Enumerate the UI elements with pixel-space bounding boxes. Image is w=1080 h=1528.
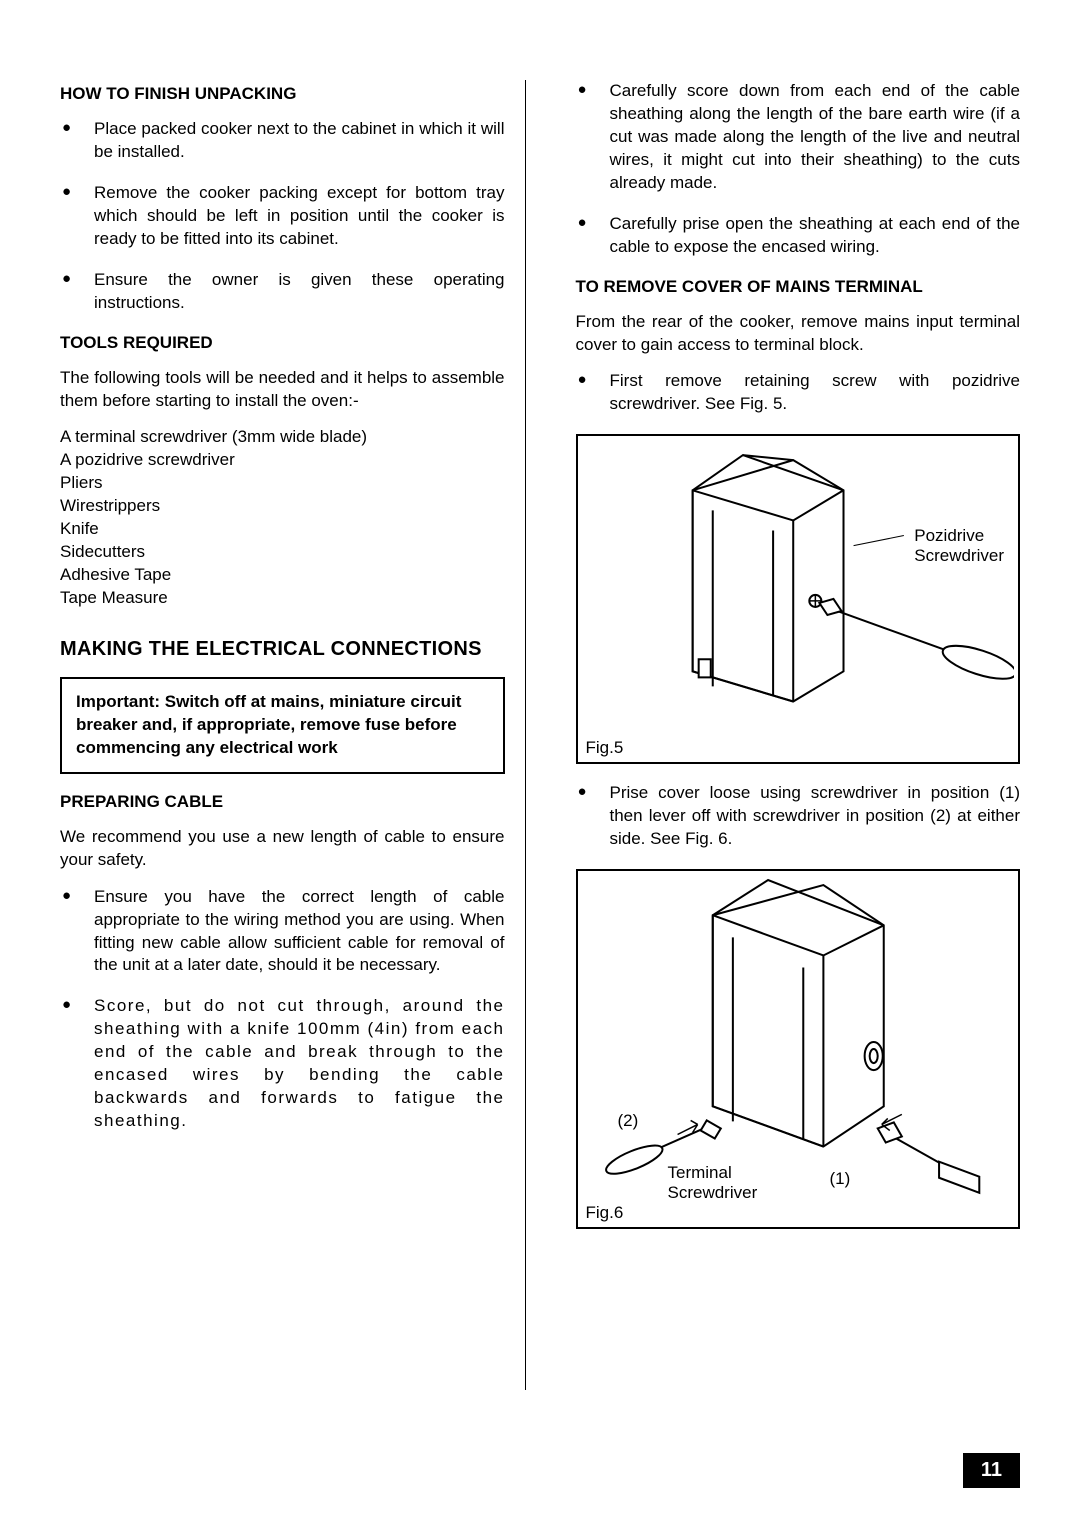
list-item: Prise cover loose using screwdriver in p… [576, 782, 1021, 851]
fig5-diagram [582, 440, 1015, 762]
tool-item: Adhesive Tape [60, 564, 505, 587]
score-list: Carefully score down from each end of th… [576, 80, 1021, 259]
left-column: HOW TO FINISH UNPACKING Place packed coo… [60, 80, 526, 1390]
tool-item: Knife [60, 518, 505, 541]
list-item: Place packed cooker next to the cabinet … [60, 118, 505, 164]
tools-list: A terminal screwdriver (3mm wide blade) … [60, 426, 505, 610]
right-column: Carefully score down from each end of th… [566, 80, 1021, 1390]
list-item: Carefully score down from each end of th… [576, 80, 1021, 195]
list-item: Score, but do not cut through, around th… [60, 995, 505, 1133]
fig6-pos1: (1) [830, 1169, 851, 1189]
heading-electrical: MAKING THE ELECTRICAL CONNECTIONS [60, 638, 505, 661]
list-item: Ensure the owner is given these operatin… [60, 269, 505, 315]
fig5-label-line2: Screwdriver [914, 546, 1004, 565]
fig5-annotation: Pozidrive Screwdriver [914, 526, 1004, 566]
tool-item: Tape Measure [60, 587, 505, 610]
cable-intro: We recommend you use a new length of cab… [60, 826, 505, 872]
two-column-layout: HOW TO FINISH UNPACKING Place packed coo… [60, 80, 1020, 1390]
fig6-caption: Fig.6 [586, 1203, 624, 1223]
remove-screw-list: First remove retaining screw with pozidr… [576, 370, 1021, 416]
cable-list: Ensure you have the correct length of ca… [60, 886, 505, 1133]
list-item: Carefully prise open the sheathing at ea… [576, 213, 1021, 259]
fig5-label-line1: Pozidrive [914, 526, 984, 545]
page-number: 11 [963, 1453, 1020, 1488]
figure-6: (2) (1) Terminal Screwdriver Fig.6 [576, 869, 1021, 1229]
important-notice: Important: Switch off at mains, miniatur… [60, 677, 505, 774]
heading-unpacking: HOW TO FINISH UNPACKING [60, 84, 505, 104]
fig6-label-line2: Screwdriver [668, 1183, 758, 1202]
list-item: Ensure you have the correct length of ca… [60, 886, 505, 978]
heading-cable: PREPARING CABLE [60, 792, 505, 812]
fig6-annotation: Terminal Screwdriver [668, 1163, 758, 1203]
tool-item: A pozidrive screwdriver [60, 449, 505, 472]
tool-item: Sidecutters [60, 541, 505, 564]
tool-item: A terminal screwdriver (3mm wide blade) [60, 426, 505, 449]
fig6-pos2: (2) [618, 1111, 639, 1131]
list-item: Remove the cooker packing except for bot… [60, 182, 505, 251]
heading-tools: TOOLS REQUIRED [60, 333, 505, 353]
remove-cover-intro: From the rear of the cooker, remove main… [576, 311, 1021, 357]
prise-cover-list: Prise cover loose using screwdriver in p… [576, 782, 1021, 851]
list-item: First remove retaining screw with pozidr… [576, 370, 1021, 416]
tools-intro: The following tools will be needed and i… [60, 367, 505, 413]
unpacking-list: Place packed cooker next to the cabinet … [60, 118, 505, 315]
fig5-caption: Fig.5 [586, 738, 624, 758]
tool-item: Pliers [60, 472, 505, 495]
tool-item: Wirestrippers [60, 495, 505, 518]
fig6-diagram [582, 875, 1015, 1227]
heading-remove-cover: TO REMOVE COVER OF MAINS TERMINAL [576, 277, 1021, 297]
figure-5: Pozidrive Screwdriver Fig.5 [576, 434, 1021, 764]
fig6-label-line1: Terminal [668, 1163, 732, 1182]
